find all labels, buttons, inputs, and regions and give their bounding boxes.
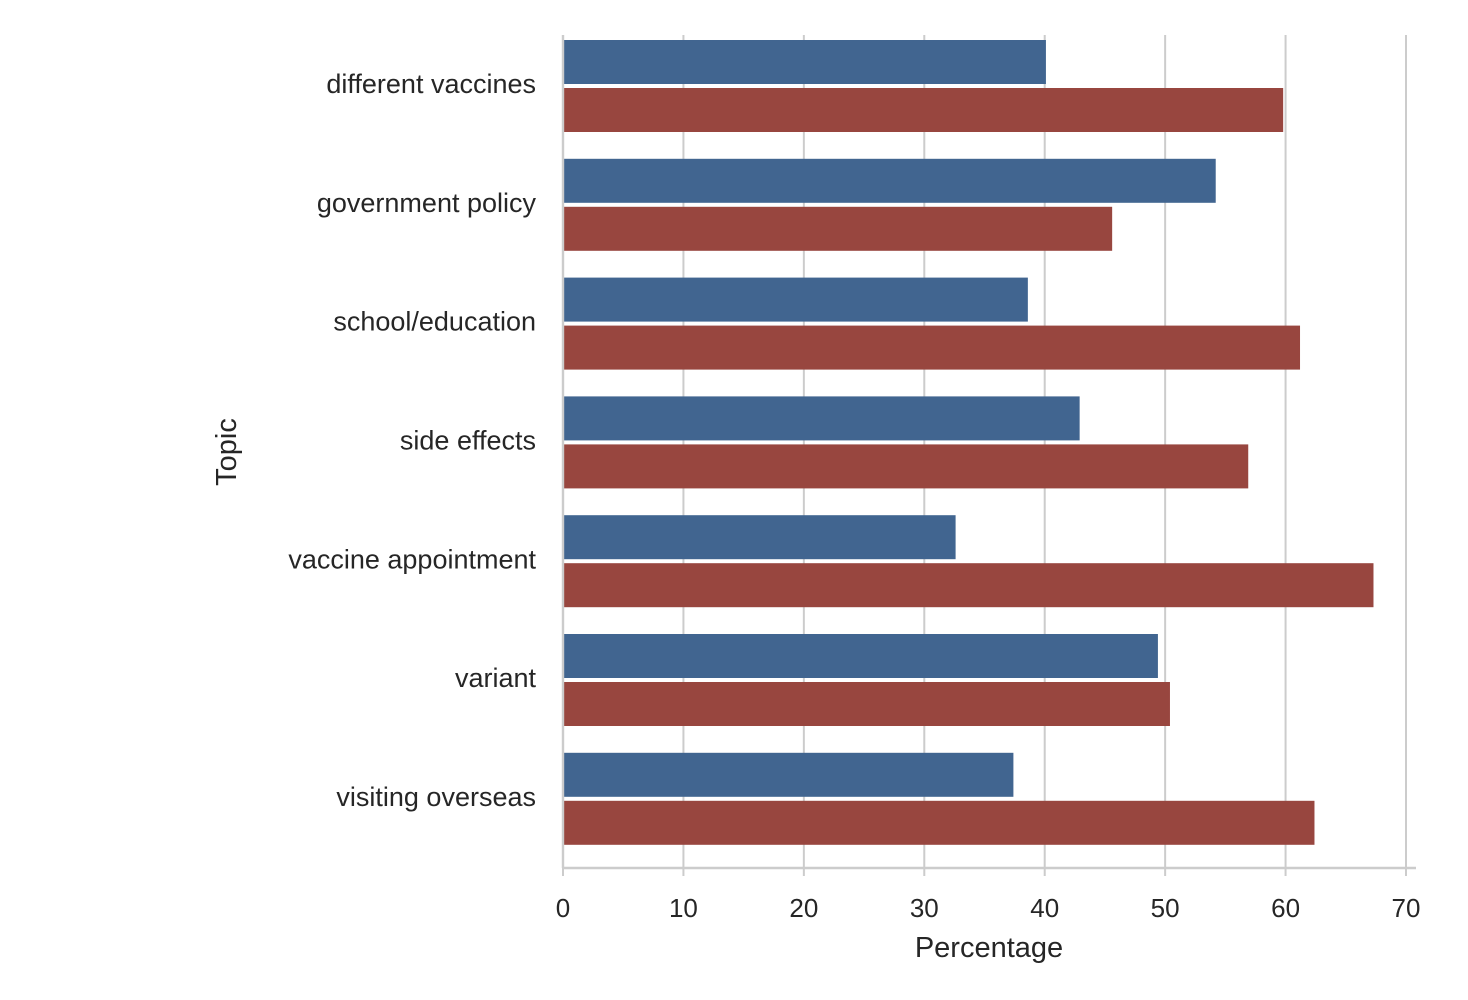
bar-4-series-1	[564, 563, 1374, 608]
x-tick-label: 50	[1151, 893, 1180, 923]
category-label: visiting overseas	[336, 782, 536, 812]
category-label: variant	[455, 663, 537, 693]
bar-1-series-0	[564, 158, 1216, 203]
bar-4-series-0	[564, 515, 956, 560]
bar-0-series-0	[564, 40, 1046, 84]
bar-3-series-1	[564, 444, 1249, 489]
x-tick-label: 10	[669, 893, 698, 923]
y-axis-title: Topic	[211, 418, 243, 486]
x-tick-label: 0	[556, 893, 570, 923]
axes	[561, 35, 1416, 870]
bar-2-series-1	[564, 325, 1301, 370]
bar-6-series-0	[564, 752, 1014, 797]
x-tick-label: 20	[789, 893, 818, 923]
category-label: different vaccines	[326, 69, 536, 99]
bar-3-series-0	[564, 396, 1080, 441]
category-label: vaccine appointment	[288, 544, 536, 574]
category-labels: different vaccines government policy schoo…	[288, 69, 536, 812]
bar-0-series-1	[564, 88, 1284, 132]
bar-1-series-1	[564, 206, 1113, 251]
category-label: school/education	[333, 307, 536, 337]
category-label: government policy	[317, 188, 537, 218]
x-tick-label: 70	[1392, 893, 1421, 923]
x-tick-label: 60	[1271, 893, 1300, 923]
bar-5-series-1	[564, 682, 1170, 726]
bars	[564, 40, 1374, 845]
x-tick-labels: 0 10 20 30 40 50 60 70	[556, 868, 1421, 923]
bar-5-series-0	[564, 634, 1158, 678]
x-axis-title: Percentage	[915, 932, 1063, 964]
category-label: side effects	[400, 426, 536, 456]
bar-2-series-0	[564, 277, 1028, 322]
x-tick-label: 40	[1030, 893, 1059, 923]
bar-6-series-1	[564, 800, 1315, 845]
x-tick-label: 30	[910, 893, 939, 923]
